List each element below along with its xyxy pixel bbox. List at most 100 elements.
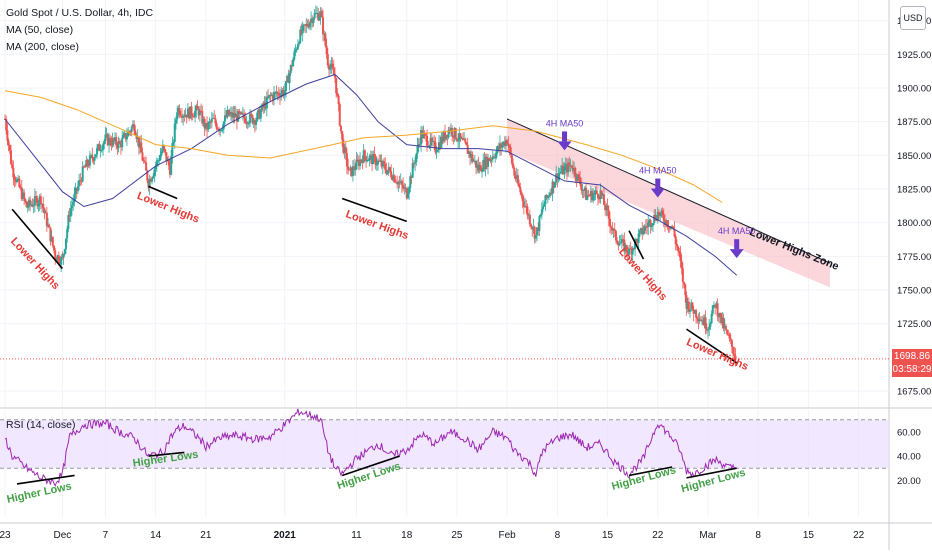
candle-body	[42, 203, 45, 209]
candle	[622, 234, 625, 247]
candle	[536, 226, 539, 241]
candle-body	[143, 161, 146, 163]
candle	[246, 120, 249, 130]
candle	[489, 154, 492, 164]
candle-body	[6, 130, 9, 141]
symbol-legend[interactable]: Gold Spot / U.S. Dollar, 4h, IDC	[6, 7, 154, 19]
candle-body	[707, 329, 709, 331]
candle-body	[99, 150, 102, 152]
price-tick-label: 1875.00	[897, 117, 931, 128]
ma200-legend[interactable]: MA (200, close)	[6, 41, 79, 53]
candle-body	[489, 159, 492, 162]
candle	[61, 251, 64, 260]
candle	[379, 154, 382, 163]
candle-body	[552, 181, 555, 188]
candle-body	[210, 118, 213, 123]
candle	[154, 161, 157, 177]
candle	[618, 235, 621, 247]
candle	[81, 161, 84, 183]
candle	[23, 189, 26, 206]
candle	[623, 232, 626, 256]
candle	[424, 132, 427, 142]
candle-body	[530, 224, 533, 227]
candle-body	[53, 245, 56, 251]
candle-body	[531, 226, 534, 230]
candle	[661, 207, 664, 219]
candle	[663, 213, 666, 232]
candle	[537, 222, 540, 236]
candle	[99, 144, 102, 158]
candle-body	[643, 226, 646, 231]
candle-body	[341, 130, 344, 140]
candle-body	[333, 74, 336, 78]
candle-body	[73, 194, 76, 203]
candle	[343, 143, 346, 159]
candle-body	[498, 143, 501, 150]
down-arrow-icon	[557, 141, 572, 151]
candle-body	[45, 212, 48, 227]
candle	[336, 88, 339, 98]
candle-body	[329, 66, 332, 70]
candle-body	[426, 135, 429, 146]
candle	[576, 173, 579, 184]
candle-body	[209, 121, 212, 123]
candle	[106, 132, 109, 147]
candle	[178, 104, 181, 119]
candle-body	[355, 159, 358, 170]
candle	[494, 153, 497, 163]
candle	[142, 157, 145, 164]
candle	[409, 172, 412, 193]
candle	[635, 238, 638, 244]
candle-body	[662, 215, 665, 222]
candle-body	[163, 145, 166, 150]
candle	[338, 102, 341, 127]
candle	[527, 213, 530, 220]
candle	[641, 221, 644, 240]
candle	[697, 313, 700, 330]
candle-body	[223, 115, 226, 122]
candle-body	[665, 220, 668, 225]
candle	[216, 127, 219, 131]
candle-body	[222, 121, 225, 129]
candle	[551, 178, 554, 202]
candle	[544, 194, 547, 211]
candle-body	[598, 198, 601, 200]
candle-body	[496, 146, 499, 152]
candle-body	[11, 163, 14, 169]
candle-body	[293, 51, 296, 60]
candle-body	[561, 165, 564, 172]
time-tick-label: 22	[652, 530, 664, 541]
ma50-label: 4H MA50	[639, 166, 677, 176]
last-price-badge: 1698.86 03:58:29	[892, 349, 932, 377]
currency-badge[interactable]: USD	[900, 6, 926, 30]
candle-body	[573, 167, 576, 172]
candle	[220, 129, 223, 132]
candle-body	[458, 133, 461, 141]
candle-body	[507, 143, 510, 146]
candle	[85, 155, 88, 168]
trendline	[148, 451, 185, 457]
candle-body	[282, 90, 285, 96]
candle-body	[29, 199, 32, 205]
candle	[212, 113, 215, 120]
candle	[152, 173, 155, 180]
ma50-legend[interactable]: MA (50, close)	[6, 24, 74, 36]
rsi-legend[interactable]: RSI (14, close)	[6, 419, 76, 431]
candle	[570, 165, 573, 169]
candle-body	[607, 210, 610, 219]
candle-body	[130, 126, 133, 132]
candle	[12, 160, 15, 186]
candle-body	[636, 239, 639, 243]
candle	[204, 122, 207, 132]
candle	[463, 131, 466, 140]
candle	[325, 38, 328, 60]
candle-body	[611, 227, 614, 231]
candle	[587, 189, 590, 198]
candle	[614, 230, 617, 244]
candle-body	[711, 305, 714, 314]
candle-body	[617, 242, 620, 246]
candle	[320, 7, 323, 18]
candle	[90, 153, 93, 159]
candle-body	[579, 177, 582, 185]
